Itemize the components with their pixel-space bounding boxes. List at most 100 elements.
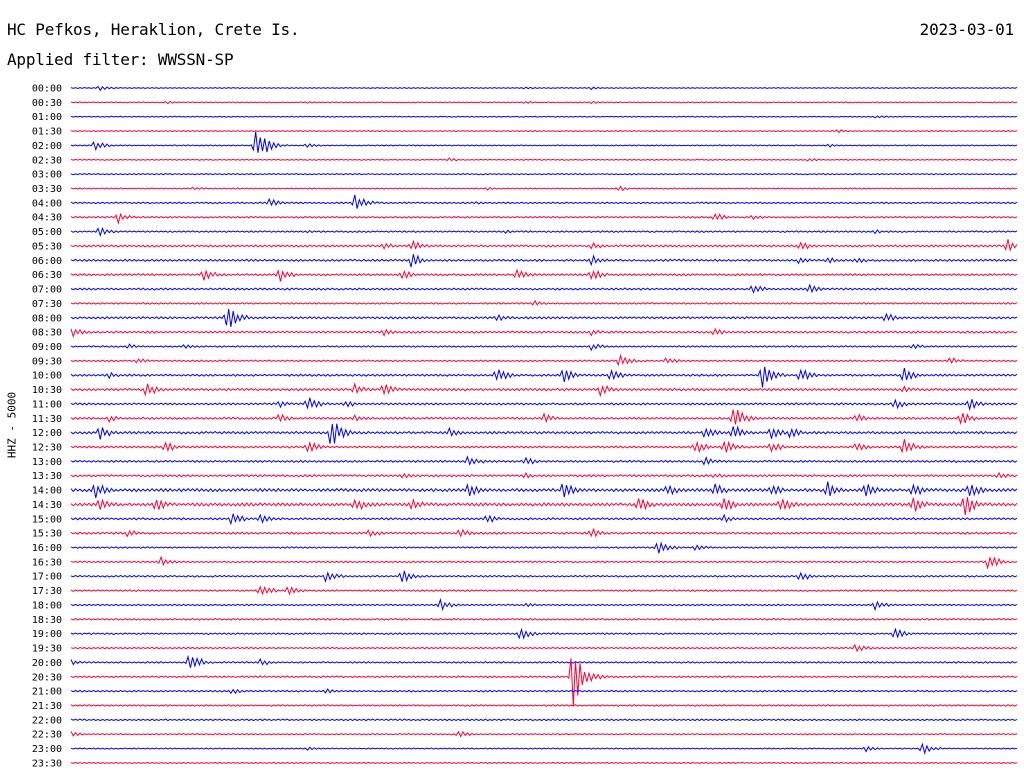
trace-line [70, 366, 1018, 388]
time-tick-label: 05:30 [32, 241, 62, 252]
trace-line [70, 541, 1018, 554]
time-tick-label: 19:30 [32, 644, 62, 655]
time-tick-label: 13:00 [32, 457, 62, 468]
time-tick-label: 01:30 [32, 127, 62, 138]
time-tick-label: 14:00 [32, 486, 62, 497]
time-tick-label: 19:00 [32, 629, 62, 640]
trace-line [70, 688, 1018, 695]
trace-line [70, 654, 1018, 668]
time-tick-label: 12:30 [32, 443, 62, 454]
trace-line [70, 455, 1018, 467]
trace-line [70, 397, 1018, 412]
trace-line [70, 212, 1018, 225]
trace-line [70, 115, 1018, 119]
trace-line [70, 327, 1018, 339]
trace-line [70, 308, 1018, 327]
time-tick-label: 12:00 [32, 428, 62, 439]
time-tick-label: 13:30 [32, 471, 62, 482]
time-tick-label: 14:30 [32, 500, 62, 511]
time-tick-label: 04:30 [32, 213, 62, 224]
trace-line [70, 627, 1018, 640]
trace-line [70, 185, 1018, 192]
trace-line [70, 85, 1018, 92]
trace-line [70, 704, 1018, 707]
time-tick-label: 06:30 [32, 270, 62, 281]
trace-line [70, 239, 1018, 252]
time-tick-label: 06:00 [32, 256, 62, 267]
trace-line [70, 718, 1018, 722]
time-tick-label: 15:00 [32, 514, 62, 525]
time-tick-label: 07:00 [32, 285, 62, 296]
record-date: 2023-03-01 [919, 20, 1015, 39]
time-tick-label: 08:00 [32, 313, 62, 324]
time-tick-label: 00:00 [32, 84, 62, 95]
time-tick-label: 23:00 [32, 744, 62, 755]
trace-line [70, 382, 1018, 398]
time-tick-label: 10:00 [32, 371, 62, 382]
trace-line [70, 157, 1018, 162]
time-tick-label: 01:00 [32, 112, 62, 123]
trace-line [70, 439, 1018, 454]
trace-line [70, 658, 1018, 706]
trace-line [70, 742, 1018, 755]
time-tick-label: 18:30 [32, 615, 62, 626]
time-tick-label: 11:30 [32, 414, 62, 425]
time-tick-label: 18:00 [32, 600, 62, 611]
time-tick-label: 02:30 [32, 155, 62, 166]
trace-line [70, 555, 1018, 570]
trace-line [70, 570, 1018, 583]
time-tick-label: 20:30 [32, 672, 62, 683]
trace-line [70, 513, 1018, 526]
trace-line [70, 471, 1018, 479]
trace-line [70, 617, 1018, 621]
time-tick-label: 02:00 [32, 141, 62, 152]
time-tick-label: 20:00 [32, 658, 62, 669]
trace-line [70, 100, 1018, 105]
trace-line [70, 268, 1018, 282]
trace-line [70, 585, 1018, 596]
time-tick-label: 22:30 [32, 730, 62, 741]
trace-line [70, 597, 1018, 612]
time-tick-label: 11:00 [32, 399, 62, 410]
trace-line [70, 497, 1018, 516]
trace-line [70, 226, 1018, 238]
time-tick-label: 00:30 [32, 98, 62, 109]
trace-line [70, 131, 1018, 153]
trace-line [70, 730, 1018, 738]
time-tick-label: 04:00 [32, 198, 62, 209]
trace-line [70, 643, 1018, 653]
time-tick-label: 15:30 [32, 529, 62, 540]
time-tick-label: 16:00 [32, 543, 62, 554]
time-tick-label: 07:30 [32, 299, 62, 310]
trace-line [70, 129, 1018, 134]
time-tick-label: 09:30 [32, 356, 62, 367]
trace-line [70, 343, 1018, 352]
time-tick-label: 09:00 [32, 342, 62, 353]
time-tick-label: 10:30 [32, 385, 62, 396]
time-tick-label: 17:30 [32, 586, 62, 597]
time-tick-label: 17:00 [32, 572, 62, 583]
filter-label: Applied filter: WWSSN-SP [7, 50, 234, 69]
time-tick-label: 03:30 [32, 184, 62, 195]
trace-line [70, 254, 1018, 268]
time-tick-label: 05:00 [32, 227, 62, 238]
trace-line [70, 527, 1018, 538]
time-tick-label: 21:00 [32, 687, 62, 698]
time-tick-label: 23:30 [32, 758, 62, 769]
trace-line [70, 761, 1018, 765]
trace-line [70, 299, 1018, 306]
trace-line [70, 353, 1018, 367]
time-tick-label: 08:30 [32, 328, 62, 339]
trace-line [70, 423, 1018, 444]
time-tick-label: 03:00 [32, 170, 62, 181]
time-tick-label: 16:30 [32, 557, 62, 568]
station-title: HC Pefkos, Heraklion, Crete Is. [7, 20, 300, 39]
trace-line [70, 173, 1018, 176]
time-tick-label: 22:00 [32, 715, 62, 726]
trace-line [70, 409, 1018, 426]
time-tick-label: 21:30 [32, 701, 62, 712]
trace-line [70, 194, 1018, 209]
trace-line [70, 481, 1018, 499]
trace-line [70, 283, 1018, 294]
